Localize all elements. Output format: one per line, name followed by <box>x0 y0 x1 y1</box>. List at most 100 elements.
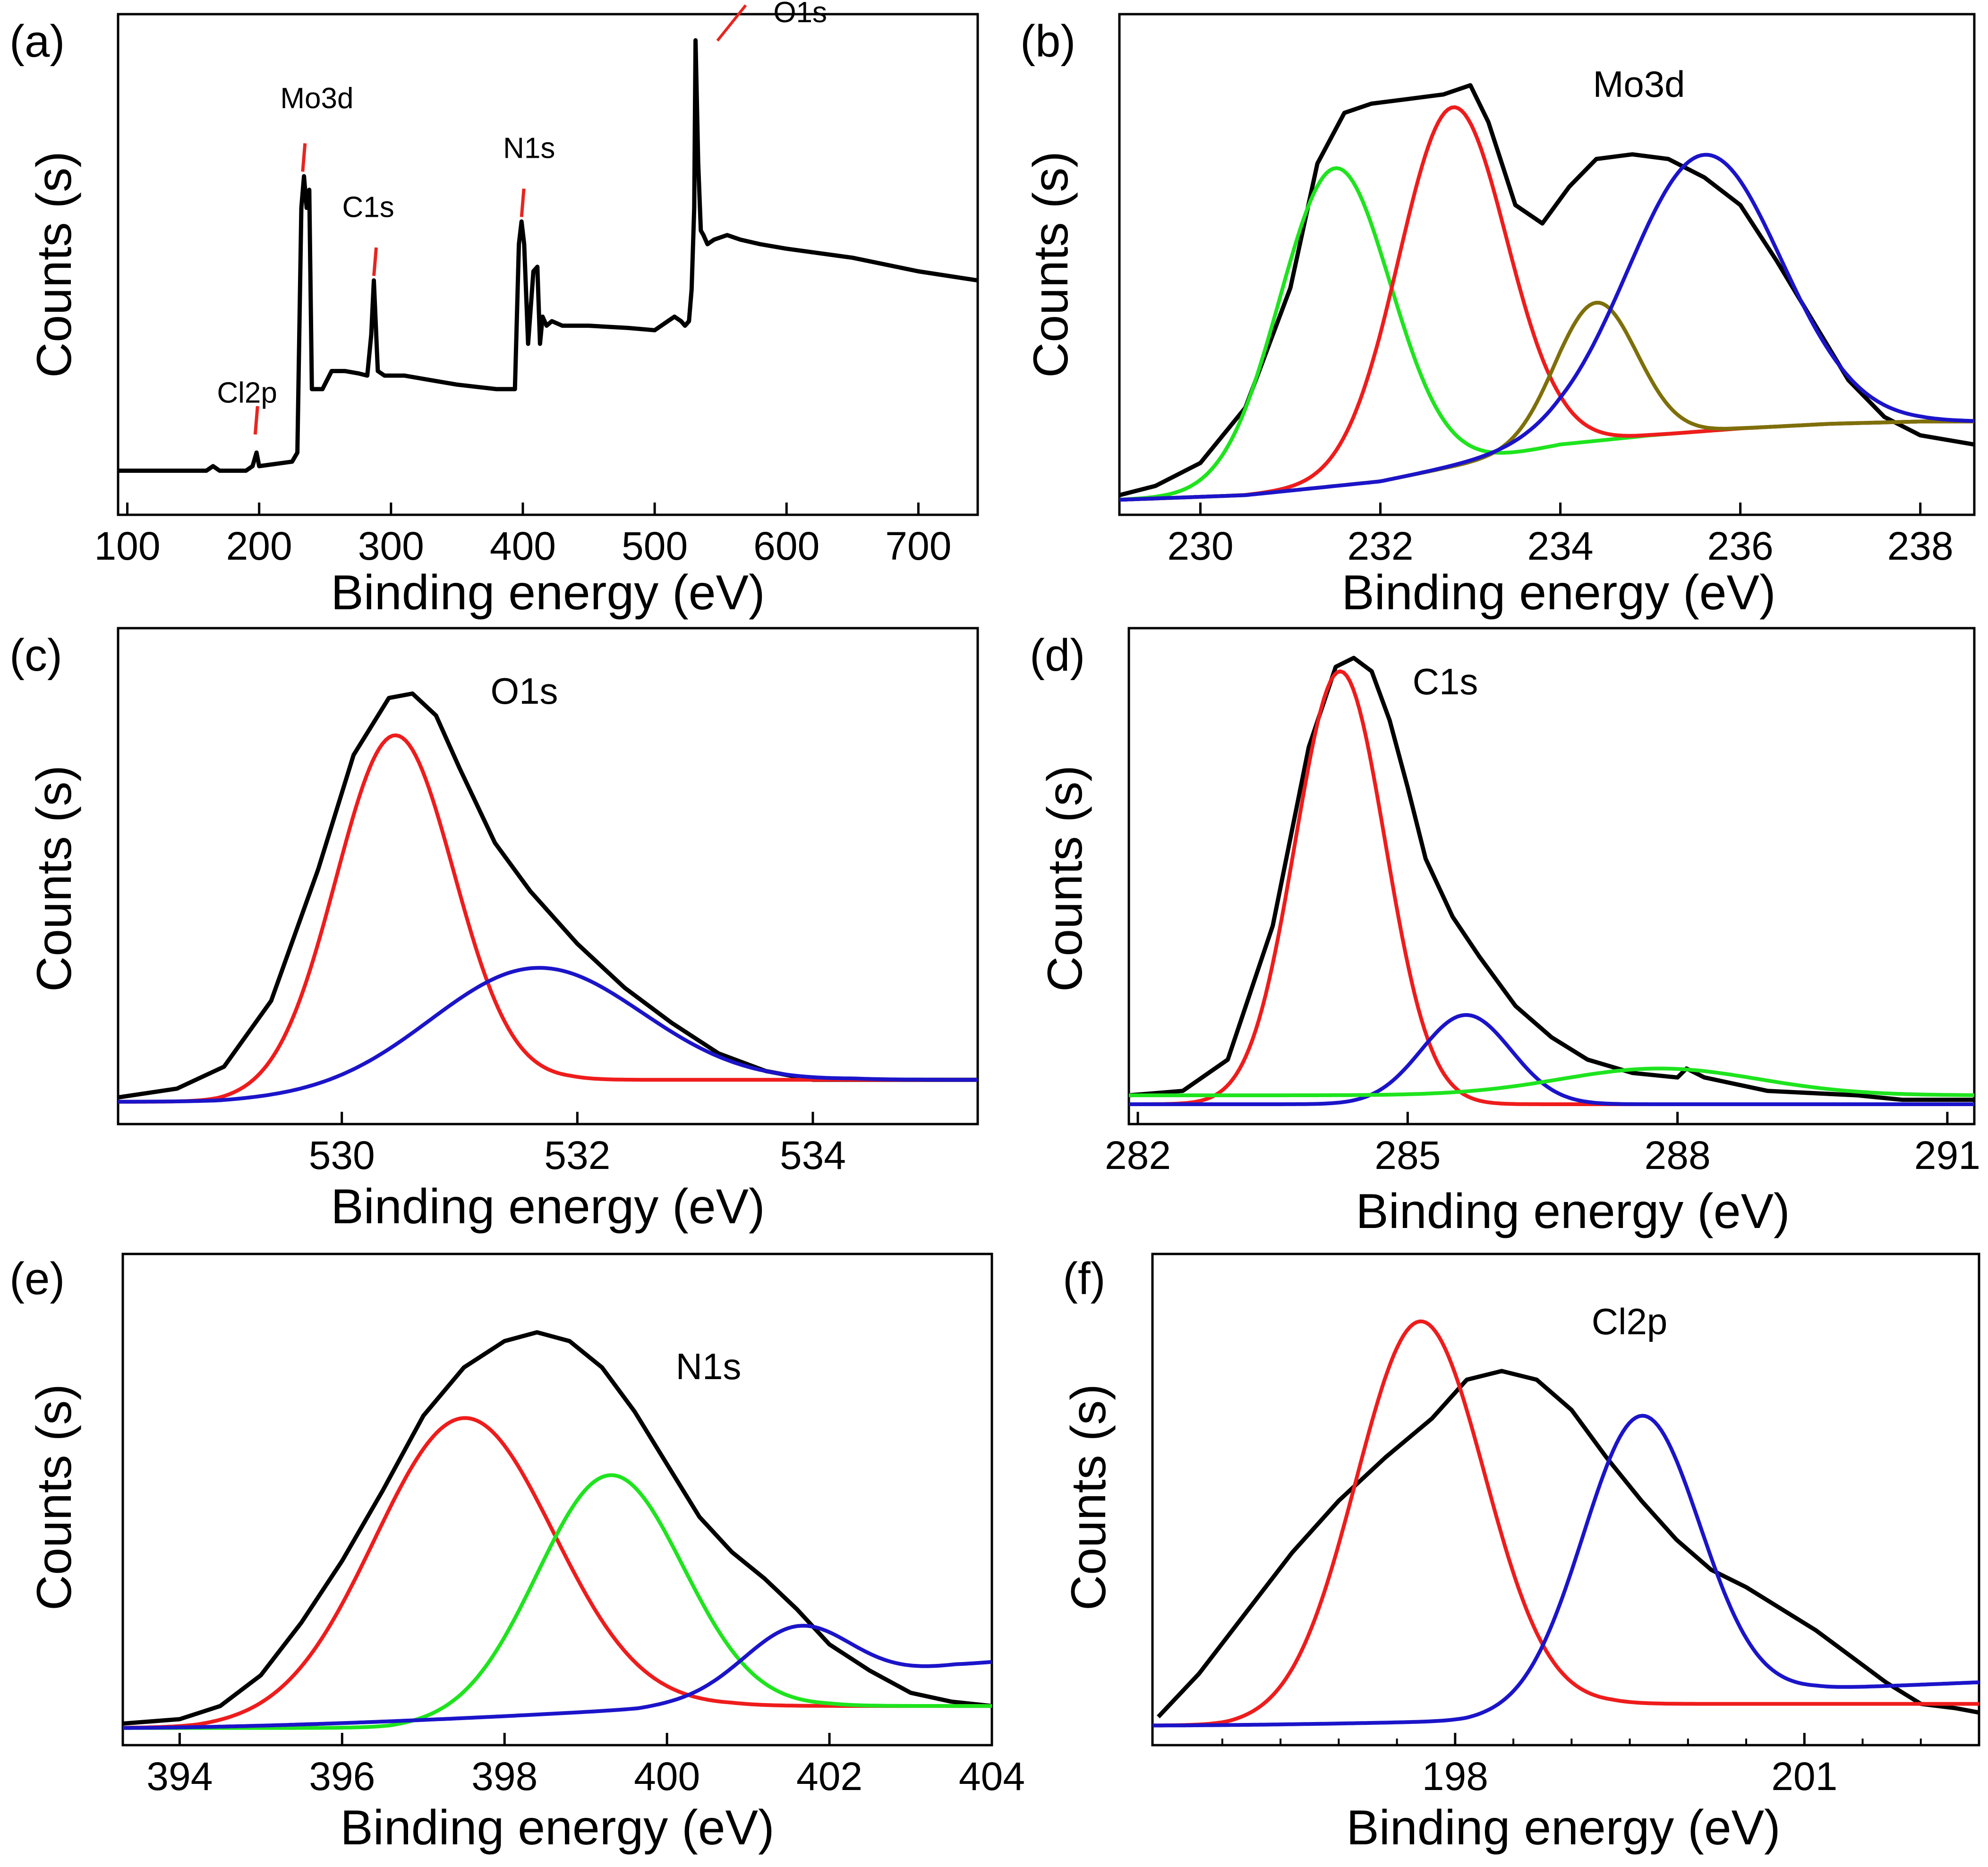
panel-label-f: (f) <box>1063 1253 1106 1304</box>
x-tick-label: 396 <box>309 1754 375 1799</box>
x-ticks-f: 198 201 <box>1221 1733 1922 1799</box>
series-peak-1 <box>1152 1319 1979 1728</box>
series-peak-2 <box>1119 105 1974 502</box>
annotation-marker <box>301 143 307 172</box>
series-peak-3 <box>123 1624 992 1730</box>
y-axis-title-b: Counts (s) <box>1024 151 1078 378</box>
x-ticks-e: 394 396 398 400 402 404 <box>146 1733 1025 1799</box>
x-tick-label: 534 <box>780 1133 846 1177</box>
x-tick-label: 201 <box>1771 1754 1837 1799</box>
x-axis-title-d: Binding energy (eV) <box>1356 1184 1790 1239</box>
y-axis-title-e: Counts (s) <box>27 1384 82 1611</box>
plot-frame-b <box>1118 13 1976 516</box>
series-peak-2 <box>1129 1013 1974 1106</box>
panel-d: (d) 282 285 288 291 C1s Binding energy (eV)… <box>1030 627 1980 1239</box>
plot-frame-e <box>121 1253 993 1747</box>
y-axis-title-c: Counts (s) <box>27 765 82 992</box>
curves-d <box>1128 656 1974 1106</box>
series-peak-2 <box>123 1473 992 1730</box>
x-axis-title-b: Binding energy (eV) <box>1341 565 1775 620</box>
annotation-label: Cl2p <box>217 377 277 409</box>
series-peak-1 <box>118 733 978 1104</box>
peak-title-b: Mo3d <box>1593 63 1685 105</box>
curves-e <box>122 1330 992 1730</box>
x-tick-label: 500 <box>622 524 688 568</box>
x-tick-label: 530 <box>309 1133 375 1177</box>
y-axis-title-d: Counts (s) <box>1038 765 1092 992</box>
plot-frame-d <box>1127 627 1976 1125</box>
x-tick-label: 282 <box>1105 1133 1171 1177</box>
series-peak-2 <box>1152 1414 1979 1728</box>
panel-label-d: (d) <box>1030 630 1085 681</box>
x-tick-label: 232 <box>1347 524 1413 568</box>
x-axis-title-c: Binding energy (eV) <box>331 1179 765 1234</box>
annotation-marker <box>253 406 259 435</box>
x-tick-label: 100 <box>94 524 160 568</box>
x-ticks-d: 282 285 288 291 <box>1105 1112 1980 1177</box>
x-tick-label: 230 <box>1167 524 1233 568</box>
x-tick-label: 285 <box>1374 1133 1441 1177</box>
panel-label-a: (a) <box>9 16 65 67</box>
x-tick-label: 404 <box>959 1754 1025 1799</box>
peak-title-d: C1s <box>1413 661 1478 702</box>
annotation-label: O1s <box>773 0 827 29</box>
x-axis-title-a: Binding energy (eV) <box>331 565 765 620</box>
series-envelope <box>118 691 978 1100</box>
series-survey <box>118 38 978 473</box>
x-tick-label: 200 <box>226 524 292 568</box>
x-ticks-c: 530 532 534 <box>309 1112 846 1177</box>
annotation-label: C1s <box>342 191 394 223</box>
series-envelope <box>1157 1369 1979 1719</box>
peak-title-c: O1s <box>490 670 558 712</box>
x-tick-label: 398 <box>471 1754 538 1799</box>
curves-c <box>118 691 978 1104</box>
x-tick-label: 238 <box>1887 524 1954 568</box>
x-tick-label: 300 <box>358 524 424 568</box>
annotation-marker <box>716 4 747 42</box>
panel-label-e: (e) <box>9 1253 65 1304</box>
x-tick-label: 532 <box>544 1133 610 1177</box>
annotation-label: N1s <box>503 132 555 165</box>
x-tick-label: 394 <box>146 1754 213 1799</box>
plot-frame-a <box>117 13 979 516</box>
panel-label-c: (c) <box>9 630 62 681</box>
x-ticks-a: 100 200 300 400 500 600 700 <box>94 503 951 568</box>
series-peak-2 <box>118 966 978 1104</box>
series-envelope <box>122 1330 992 1726</box>
series-envelope <box>1128 656 1974 1102</box>
annotation-marker <box>520 188 526 217</box>
x-tick-label: 700 <box>885 524 951 568</box>
curves-b <box>1118 83 1975 502</box>
curves-f <box>1152 1319 1979 1728</box>
y-axis-title-a: Counts (s) <box>27 151 82 378</box>
plot-frame-c <box>117 627 979 1125</box>
panel-c: (c) 530 532 534 O1s Binding energy (eV) Co… <box>9 627 979 1234</box>
x-ticks-b: 230 232 234 236 238 <box>1167 503 1954 568</box>
x-tick-label: 600 <box>753 524 819 568</box>
peak-title-e: N1s <box>676 1346 742 1387</box>
x-axis-title-e: Binding energy (eV) <box>340 1800 774 1855</box>
x-tick-label: 198 <box>1422 1754 1488 1799</box>
x-tick-label: 400 <box>634 1754 700 1799</box>
x-tick-label: 402 <box>796 1754 862 1799</box>
peak-title-f: Cl2p <box>1592 1301 1667 1342</box>
y-axis-title-f: Counts (s) <box>1061 1384 1116 1611</box>
x-tick-label: 236 <box>1707 524 1774 568</box>
annotation-marker <box>372 247 378 276</box>
x-axis-title-f: Binding energy (eV) <box>1346 1800 1780 1855</box>
curves-a <box>118 38 978 473</box>
plot-frame-f <box>1151 1253 1980 1747</box>
panel-b: (b) 230 232 234 236 238 Mo3d Binding energy … <box>1020 13 1976 620</box>
x-tick-label: 400 <box>490 524 556 568</box>
series-peak-4 <box>1119 153 1975 502</box>
panel-a: (a) 100 200 300 400 500 600 700 Cl2p Mo3d C1s N1s… <box>9 0 979 620</box>
panel-e: (e) 394 396 398 400 402 404 N1s Binding energ… <box>9 1253 1025 1855</box>
series-peak-3 <box>1129 1066 1974 1098</box>
annotation-label: Mo3d <box>280 82 353 115</box>
x-tick-label: 291 <box>1914 1133 1980 1177</box>
series-envelope <box>1118 83 1975 497</box>
panel-f: (f) 198 201 Cl2p Binding energy (eV) Coun… <box>1061 1253 1980 1855</box>
x-tick-label: 234 <box>1527 524 1594 568</box>
peak-annotations-a: Cl2p Mo3d C1s N1s O1s <box>217 0 827 435</box>
